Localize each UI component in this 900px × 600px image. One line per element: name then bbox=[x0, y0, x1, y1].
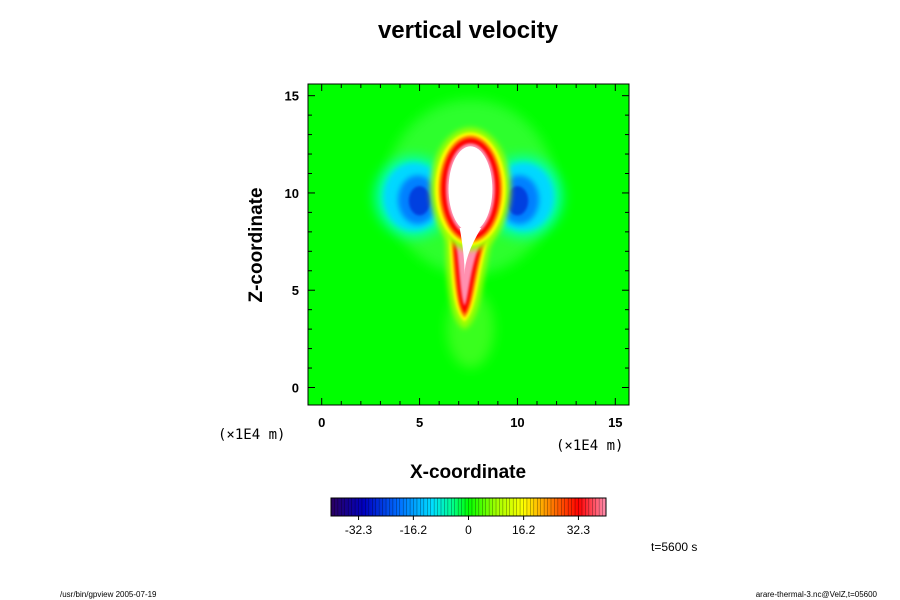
heatmap-plot bbox=[308, 84, 629, 405]
right-downdraft-core bbox=[506, 186, 529, 216]
chart-title: vertical velocity bbox=[378, 17, 559, 44]
y-tick-label: 10 bbox=[285, 186, 299, 201]
left-downdraft-core bbox=[408, 186, 431, 216]
x-tick-label: 5 bbox=[416, 415, 423, 430]
colorbar-tick-label: -32.3 bbox=[345, 523, 373, 537]
time-label: t=5600 s bbox=[651, 540, 697, 554]
heatmap-features bbox=[374, 99, 563, 369]
core-saturated bbox=[448, 146, 493, 232]
x-axis-label: X-coordinate bbox=[410, 462, 526, 483]
colorbar-tick-label: -16.2 bbox=[400, 523, 428, 537]
footer-right: arare-thermal-3.nc@VelZ,t=05600 bbox=[756, 590, 878, 599]
core-tail bbox=[459, 227, 482, 275]
colorbar-tick-label: 32.3 bbox=[567, 523, 591, 537]
colorbar-ticks: -32.3 -16.2 0 16.2 32.3 bbox=[334, 498, 603, 537]
colorbar-tick-label: 0 bbox=[465, 523, 472, 537]
x-tick-label: 15 bbox=[608, 415, 622, 430]
colorbar-frame bbox=[330, 497, 607, 517]
y-tick-label: 5 bbox=[292, 283, 299, 298]
y-tick-label: 0 bbox=[292, 380, 299, 395]
footer-left: /usr/bin/gpview 2005-07-19 bbox=[60, 590, 157, 599]
y-axis-label: Z-coordinate bbox=[246, 187, 267, 302]
x-unit-label: (×1E4 m) bbox=[556, 438, 623, 454]
x-tick-label: 10 bbox=[510, 415, 524, 430]
y-tick-label: 15 bbox=[285, 89, 299, 104]
colorbar-tick-label: 16.2 bbox=[512, 523, 536, 537]
plot-frame bbox=[307, 83, 630, 406]
axes: 0 5 10 15 0 5 10 15 bbox=[285, 84, 629, 430]
colorbar: -32.3 -16.2 0 16.2 32.3 bbox=[330, 497, 607, 537]
x-tick-label: 0 bbox=[318, 415, 325, 430]
z-unit-label: (×1E4 m) bbox=[218, 427, 285, 443]
